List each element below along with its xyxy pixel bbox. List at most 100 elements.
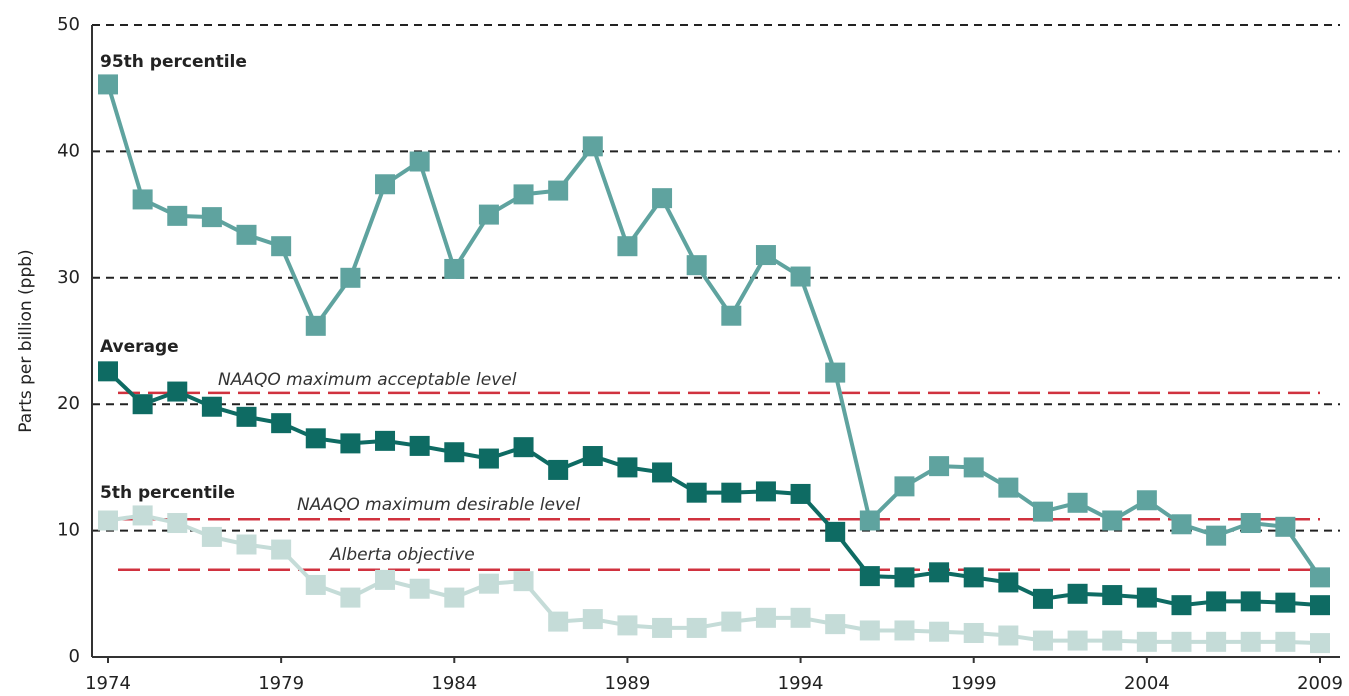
marker: [652, 188, 673, 209]
y-tick-label: 50: [57, 14, 80, 35]
marker: [478, 573, 499, 594]
marker: [1136, 631, 1157, 652]
marker: [825, 614, 846, 635]
marker: [1171, 514, 1192, 535]
series-line: [107, 513, 1321, 646]
x-tick-label: 1979: [258, 673, 304, 694]
marker: [998, 625, 1019, 646]
marker: [478, 204, 499, 225]
marker: [1102, 585, 1123, 606]
marker: [1067, 630, 1088, 651]
marker: [201, 207, 222, 228]
marker: [1275, 516, 1296, 537]
x-tick-label: 1974: [85, 673, 131, 694]
marker: [98, 510, 118, 531]
marker: [409, 578, 430, 599]
marker: [721, 482, 742, 503]
marker: [305, 315, 326, 336]
marker: [167, 205, 188, 226]
marker: [340, 587, 361, 608]
marker: [375, 430, 396, 451]
x-tick-label: 1989: [605, 673, 651, 694]
y-axis-label: Parts per billion (ppb): [16, 249, 36, 432]
marker: [409, 435, 430, 456]
marker: [825, 362, 846, 383]
reference-label: NAAQO maximum acceptable level: [218, 370, 517, 390]
y-tick-label: 10: [57, 520, 80, 541]
marker: [894, 567, 915, 588]
x-tick-label: 1984: [431, 673, 477, 694]
x-tick-label: 2009: [1297, 673, 1343, 694]
marker: [271, 413, 292, 434]
reference-label: NAAQO maximum desirable level: [297, 495, 581, 515]
marker: [305, 428, 326, 449]
marker: [721, 611, 742, 632]
marker: [617, 457, 638, 478]
reference-label: Alberta objective: [329, 545, 475, 565]
series-label: 5th percentile: [100, 483, 235, 503]
series-label: 95th percentile: [100, 52, 247, 72]
marker: [305, 574, 326, 595]
marker: [478, 448, 499, 469]
marker: [963, 622, 984, 643]
marker: [444, 587, 465, 608]
marker: [755, 481, 776, 502]
marker: [1275, 592, 1296, 613]
marker: [548, 180, 569, 201]
marker: [98, 74, 118, 95]
marker: [1032, 630, 1053, 651]
marker: [236, 534, 257, 555]
marker: [1067, 583, 1088, 604]
marker: [1171, 595, 1192, 616]
marker: [236, 406, 257, 427]
marker: [548, 459, 569, 480]
marker: [929, 456, 950, 477]
marker: [1240, 591, 1261, 612]
marker: [201, 396, 222, 417]
marker: [375, 569, 396, 590]
marker: [998, 477, 1019, 498]
marker: [1171, 631, 1192, 652]
marker: [790, 607, 811, 628]
marker: [1310, 633, 1330, 654]
x-tick-label: 1999: [951, 673, 997, 694]
marker: [1032, 588, 1053, 609]
y-tick-label: 20: [57, 393, 80, 414]
marker: [513, 184, 534, 205]
marker: [271, 236, 292, 257]
marker: [929, 621, 950, 642]
marker: [132, 394, 153, 415]
marker: [1136, 587, 1157, 608]
marker: [1206, 591, 1227, 612]
marker: [582, 136, 603, 157]
marker: [652, 462, 673, 483]
marker: [132, 505, 153, 526]
y-tick-label: 30: [57, 267, 80, 288]
marker: [167, 513, 188, 534]
marker: [98, 361, 118, 382]
marker: [617, 615, 638, 636]
marker: [617, 236, 638, 257]
marker: [271, 539, 292, 560]
marker: [1240, 513, 1261, 534]
marker: [859, 566, 880, 587]
marker: [1240, 631, 1261, 652]
marker: [963, 457, 984, 478]
marker: [755, 245, 776, 266]
marker: [513, 437, 534, 458]
marker: [963, 567, 984, 588]
marker: [894, 476, 915, 497]
marker: [790, 266, 811, 287]
marker: [998, 572, 1019, 593]
marker: [201, 526, 222, 547]
marker: [132, 189, 153, 210]
y-tick-label: 0: [69, 646, 80, 667]
marker: [1206, 525, 1227, 546]
marker: [686, 617, 707, 638]
marker: [444, 442, 465, 463]
marker: [1275, 631, 1296, 652]
marker: [894, 620, 915, 641]
marker: [1102, 510, 1123, 531]
marker: [582, 446, 603, 467]
